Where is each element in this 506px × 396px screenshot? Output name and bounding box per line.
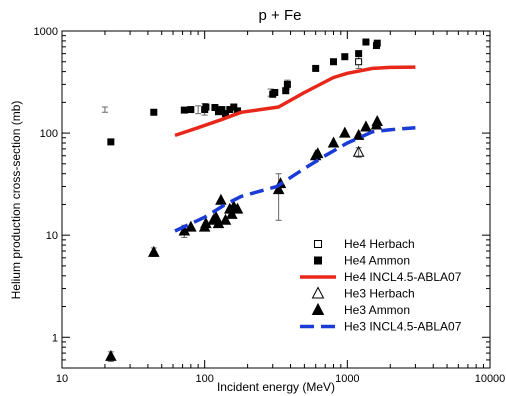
legend-label: He3 INCL4.5-ABLA07 [344, 320, 462, 334]
data-point [218, 106, 226, 114]
data-point [362, 38, 370, 46]
data-point [231, 202, 244, 214]
data-point [355, 58, 363, 66]
y-tick-label: 10 [46, 230, 58, 242]
legend-item: He3 Herbach [311, 286, 415, 301]
y-tick-label: 1 [52, 332, 58, 344]
data-point [312, 64, 320, 72]
legend-item: He3 Ammon [311, 302, 410, 317]
legend-label: He3 Ammon [344, 303, 410, 317]
y-tick-label: 100 [40, 128, 58, 140]
data-point [341, 53, 349, 61]
data-point [211, 104, 219, 112]
data-point [282, 87, 290, 95]
series-he3-ammon [105, 114, 384, 362]
legend-item: He4 INCL4.5-ABLA07 [300, 270, 462, 284]
data-point [148, 245, 160, 257]
series-he3-incl4-5-abla07 [174, 125, 416, 233]
data-point [352, 128, 365, 140]
data-point [355, 50, 363, 58]
data-point [230, 103, 238, 111]
data-point [352, 145, 365, 157]
legend-label: He4 INCL4.5-ABLA07 [344, 270, 462, 284]
chart-title: p + Fe [259, 7, 302, 24]
legend: He4 Herbach He4 Ammon He4 INCL4.5-ABLA07 He… [300, 237, 462, 334]
x-tick-label: 1000 [335, 373, 359, 385]
legend-marker-swatch [311, 286, 325, 299]
data-point [283, 80, 291, 88]
data-point [371, 114, 384, 127]
x-axis-label: Incident energy (MeV) [217, 380, 335, 394]
y-tick-label: 1000 [34, 26, 58, 38]
legend-marker-swatch [314, 256, 322, 265]
data-point [150, 108, 158, 116]
x-tick-label: 10 [56, 373, 68, 385]
data-point [107, 138, 115, 146]
plot-frame [61, 30, 491, 369]
series-he3-herbach [352, 145, 365, 158]
legend-item: He4 Ammon [314, 254, 410, 268]
data-point [105, 349, 117, 361]
axes: 10 100 1000 10000 1 10 100 1000 [34, 26, 506, 385]
data-point [311, 147, 324, 159]
data-point [185, 220, 197, 232]
data-point [200, 217, 212, 229]
data-point [330, 58, 338, 66]
x-tick-label: 100 [195, 373, 213, 385]
data-point [271, 88, 279, 96]
y-axis-label: Helium production cross-section (mb) [9, 101, 23, 300]
legend-item: He4 Herbach [314, 237, 415, 251]
legend-label: He4 Herbach [344, 237, 415, 251]
data-point [187, 106, 195, 114]
series-line [174, 125, 416, 233]
legend-label: He3 Herbach [344, 287, 415, 301]
series-he4-incl4-5-abla07 [174, 65, 416, 138]
data-point [215, 193, 227, 205]
series-line [174, 65, 416, 138]
legend-item: He3 INCL4.5-ABLA07 [300, 320, 462, 334]
data-point [339, 126, 351, 138]
legend-marker-swatch [314, 240, 322, 248]
data-point [360, 120, 372, 132]
data-point [202, 103, 210, 111]
data-point [327, 136, 340, 148]
series-he4-ammon [101, 38, 381, 146]
x-tick-label: 10000 [475, 373, 506, 385]
legend-marker-swatch [311, 302, 325, 315]
data-point [272, 183, 285, 195]
data-point [373, 39, 381, 47]
data-point [219, 213, 232, 225]
data-point [180, 106, 188, 114]
legend-label: He4 Ammon [344, 254, 410, 268]
series-layer [101, 38, 416, 362]
